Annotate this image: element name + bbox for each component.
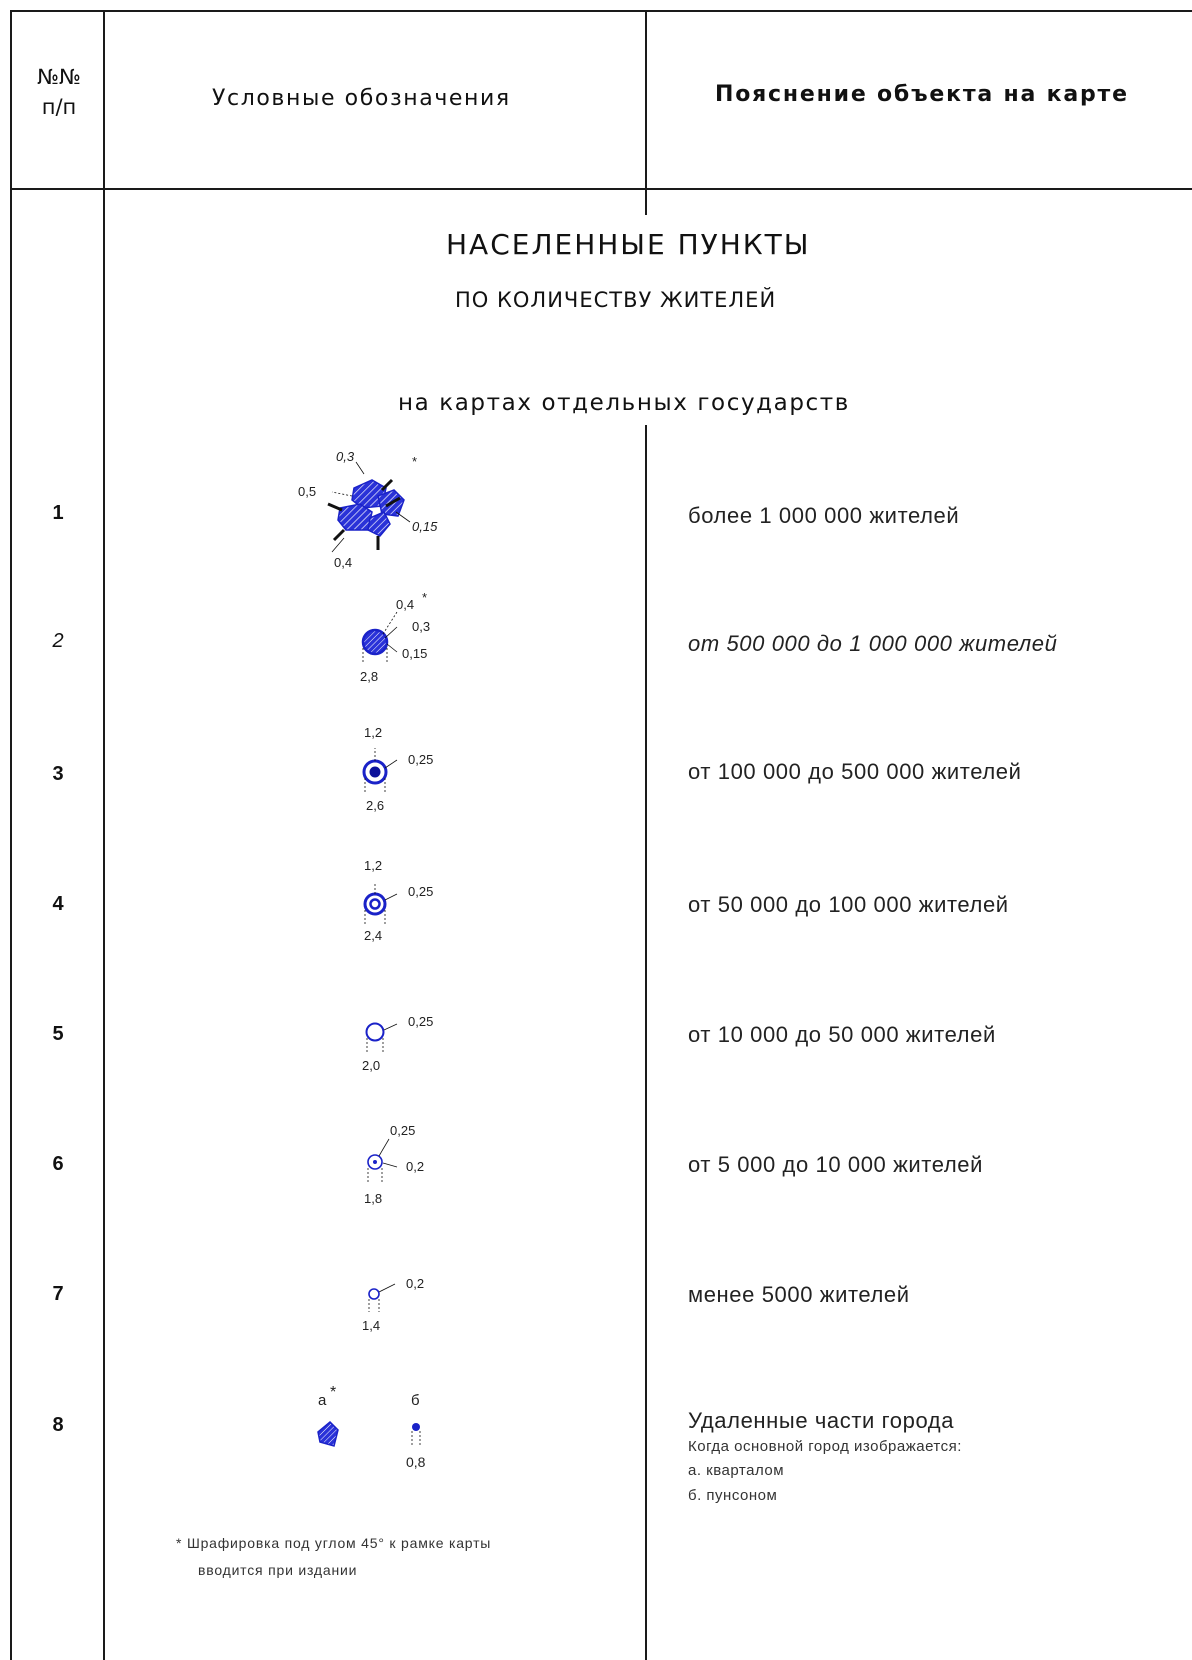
row-desc-4: от 50 000 до 100 000 жителей [688,892,1009,917]
row6-label-c: 1,8 [364,1191,383,1206]
row-number-4: 4 [52,893,64,915]
header-symbols: Условные обозначения [212,86,511,111]
city-10k-symbol [365,1022,398,1052]
header-number-line1: №№ [37,65,81,89]
city-50k-symbol [363,882,398,924]
table-top-border [10,10,1192,12]
row7-label-b: 1,4 [362,1318,381,1333]
row-number-5: 5 [52,1023,64,1045]
city-small-symbol [368,1283,396,1312]
row7-label-a: 0,2 [406,1276,425,1291]
column-divider-2-bottom [645,425,647,1660]
row-number-8: 8 [52,1414,64,1436]
row3-label-b: 0,25 [408,752,434,767]
row-number-3: 3 [52,763,64,785]
row4-label-c: 2,4 [364,928,383,943]
row2-label-c: 0,3 [412,619,431,634]
header-number-line2: п/п [41,95,77,119]
row-desc-5: от 10 000 до 50 000 жителей [688,1022,996,1047]
footnote-line1: * Шрафировка под углом 45° к рамке карты [176,1535,492,1551]
row2-label-e: 2,8 [360,669,379,684]
row-number-1: 1 [52,502,64,524]
row1-label-a: 0,3 [336,449,355,464]
row-desc-7: менее 5000 жителей [688,1282,910,1307]
row4-label-b: 0,25 [408,884,434,899]
city-part-dot-symbol [411,1423,421,1446]
row3-label-c: 2,6 [366,798,385,813]
row-number-7: 7 [52,1283,64,1305]
city-100k-symbol [362,748,398,792]
row-desc-2: от 500 000 до 1 000 000 жителей [688,631,1058,656]
row-desc-8: Удаленные части города [688,1408,955,1433]
row-desc-8-line3: а. кварталом [688,1462,785,1479]
row-desc-6: от 5 000 до 10 000 жителей [688,1152,983,1177]
row1-label-c: 0,5 [298,484,317,499]
row2-label-d: 0,15 [402,646,428,661]
city-500k-symbol [361,611,398,664]
section-subtitle: ПО КОЛИЧЕСТВУ ЖИТЕЛЕЙ [455,288,777,312]
footnote-line2: вводится при издании [198,1562,358,1578]
row-number-6: 6 [52,1153,64,1175]
city-part-block-symbol [317,1420,339,1447]
row8-label-a: а [318,1392,327,1409]
section-title: НАСЕЛЕННЫЕ ПУНКТЫ [446,228,811,261]
row8-label-d: 0,8 [406,1454,426,1470]
table-left-border [10,10,12,1660]
row-desc-3: от 100 000 до 500 000 жителей [688,759,1022,784]
header-number-column: №№ п/п [26,62,92,122]
city-million-symbol [327,461,411,553]
column-divider-1 [103,10,105,1660]
row4-label-a: 1,2 [364,858,383,873]
row-number-2: 2 [52,630,64,652]
row1-label-b: * [412,454,418,469]
city-5k-symbol [367,1138,398,1183]
column-divider-2-top [645,10,647,215]
row8-label-b: * [330,1384,337,1401]
row2-label-b: * [422,590,428,605]
section-subtitle-2: на картах отдельных государств [398,390,850,416]
row5-label-b: 2,0 [362,1058,381,1073]
row-desc-8-line2: Когда основной город изображается: [688,1438,962,1455]
header-bottom-border [10,188,1192,190]
row8-label-c: б [411,1392,420,1409]
row2-label-a: 0,4 [396,597,415,612]
row-desc-8-line4: б. пунсоном [688,1487,778,1504]
row6-label-b: 0,2 [406,1159,425,1174]
row3-label-a: 1,2 [364,725,383,740]
row1-label-e: 0,4 [334,555,353,570]
row5-label-a: 0,25 [408,1014,434,1029]
row6-label-a: 0,25 [390,1123,416,1138]
row-desc-1: более 1 000 000 жителей [688,503,960,528]
header-explanation: Пояснение объекта на карте [715,82,1129,107]
row1-label-d: 0,15 [412,519,438,534]
